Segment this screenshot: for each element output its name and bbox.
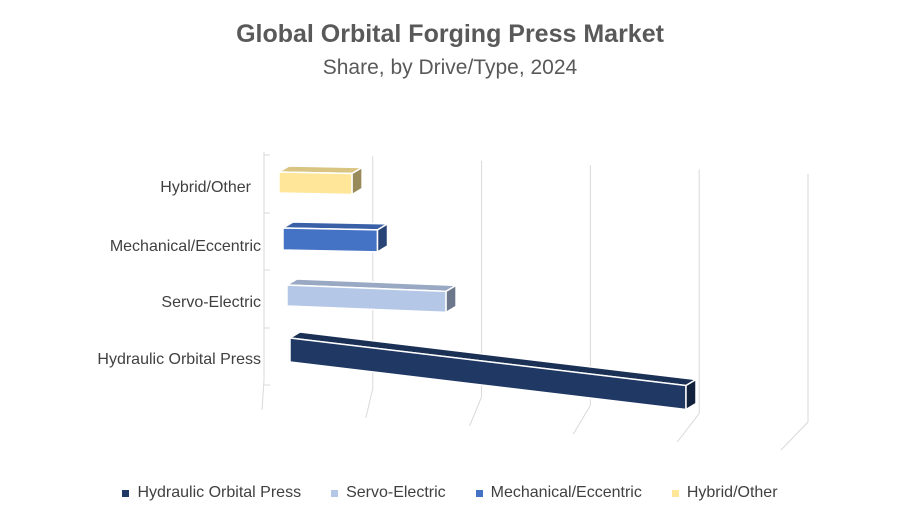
gridlines bbox=[261, 152, 809, 451]
legend-item-servo: Servo-Electric bbox=[331, 484, 446, 502]
bar-side-face bbox=[376, 222, 389, 254]
legend-item-mechanical: Mechanical/Eccentric bbox=[475, 484, 642, 502]
gridline-floor bbox=[365, 388, 374, 419]
legend-item-hydraulic: Hydraulic Orbital Press bbox=[122, 484, 301, 502]
chart-title: Global Orbital Forging Press Market bbox=[236, 20, 664, 48]
legend-label-mechanical: Mechanical/Eccentric bbox=[490, 484, 642, 501]
category-label: Hybrid/Other bbox=[160, 179, 251, 196]
bar-side-face bbox=[685, 378, 697, 411]
category-labels: Hydraulic Orbital Press Servo-Electric Mec… bbox=[97, 179, 261, 368]
bar-side-face bbox=[445, 284, 457, 314]
bars bbox=[276, 165, 699, 411]
legend-swatch-mechanical bbox=[475, 489, 483, 497]
gridline-floor bbox=[261, 379, 265, 411]
legend-label-servo: Servo-Electric bbox=[346, 484, 446, 501]
category-label: Servo-Electric bbox=[161, 294, 261, 311]
legend-item-hybrid: Hybrid/Other bbox=[671, 484, 778, 502]
gridline-floor bbox=[676, 413, 700, 443]
gridline-floor bbox=[572, 404, 591, 435]
category-label: Mechanical/Eccentric bbox=[110, 238, 261, 255]
legend: Hydraulic Orbital Press Servo-Electric M… bbox=[0, 484, 900, 502]
legend-label-hydraulic: Hydraulic Orbital Press bbox=[137, 484, 302, 501]
category-label: Hydraulic Orbital Press bbox=[97, 351, 261, 368]
legend-swatch-servo bbox=[331, 489, 339, 497]
bar-side-face bbox=[351, 166, 363, 196]
gridline-floor bbox=[780, 421, 809, 451]
bar bbox=[282, 227, 379, 253]
chart-subtitle: Share, by Drive/Type, 2024 bbox=[322, 56, 578, 79]
gridline-floor bbox=[469, 396, 483, 427]
bar bbox=[278, 171, 353, 196]
legend-swatch-hybrid bbox=[671, 489, 679, 497]
legend-label-hybrid: Hybrid/Other bbox=[686, 484, 778, 501]
legend-swatch-hydraulic bbox=[122, 489, 130, 497]
